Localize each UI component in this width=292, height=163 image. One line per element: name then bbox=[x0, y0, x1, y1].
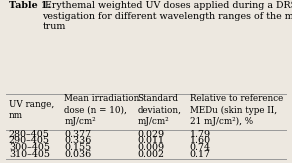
Text: 0.17: 0.17 bbox=[190, 149, 211, 159]
Text: 1.79: 1.79 bbox=[190, 130, 211, 139]
Text: Mean irradiation
dose (n = 10),
mJ/cm²: Mean irradiation dose (n = 10), mJ/cm² bbox=[64, 94, 140, 126]
Text: 0.009: 0.009 bbox=[137, 143, 164, 152]
Text: Erythemal weighted UV doses applied during a DRS in-
vestigation for different w: Erythemal weighted UV doses applied duri… bbox=[42, 1, 292, 31]
Text: 300–405: 300–405 bbox=[9, 143, 50, 152]
Text: 0.377: 0.377 bbox=[64, 130, 91, 139]
Text: Standard
deviation,
mJ/cm²: Standard deviation, mJ/cm² bbox=[137, 94, 181, 126]
Text: 0.036: 0.036 bbox=[64, 149, 91, 159]
Text: 0.155: 0.155 bbox=[64, 143, 91, 152]
Text: 290–405: 290–405 bbox=[9, 136, 50, 146]
Text: 0.336: 0.336 bbox=[64, 136, 92, 146]
Text: Relative to reference
MEDu (skin type II,
21 mJ/cm²), %: Relative to reference MEDu (skin type II… bbox=[190, 94, 283, 126]
Text: 1.60: 1.60 bbox=[190, 136, 211, 146]
Text: 0.74: 0.74 bbox=[190, 143, 211, 152]
Text: 280–405: 280–405 bbox=[9, 130, 50, 139]
Text: 0.002: 0.002 bbox=[137, 149, 164, 159]
Text: Table 1.: Table 1. bbox=[9, 1, 51, 10]
Text: 0.011: 0.011 bbox=[137, 136, 164, 146]
Text: 0.029: 0.029 bbox=[137, 130, 164, 139]
Text: UV range,
nm: UV range, nm bbox=[9, 100, 54, 120]
Text: 310–405: 310–405 bbox=[9, 149, 50, 159]
